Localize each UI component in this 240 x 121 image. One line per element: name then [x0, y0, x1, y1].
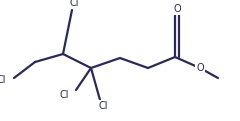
Text: Cl: Cl	[98, 101, 108, 111]
Text: Cl: Cl	[69, 0, 79, 8]
Text: O: O	[173, 4, 181, 14]
Text: Cl: Cl	[60, 90, 69, 100]
Text: Cl: Cl	[0, 75, 6, 85]
Text: O: O	[196, 63, 204, 73]
